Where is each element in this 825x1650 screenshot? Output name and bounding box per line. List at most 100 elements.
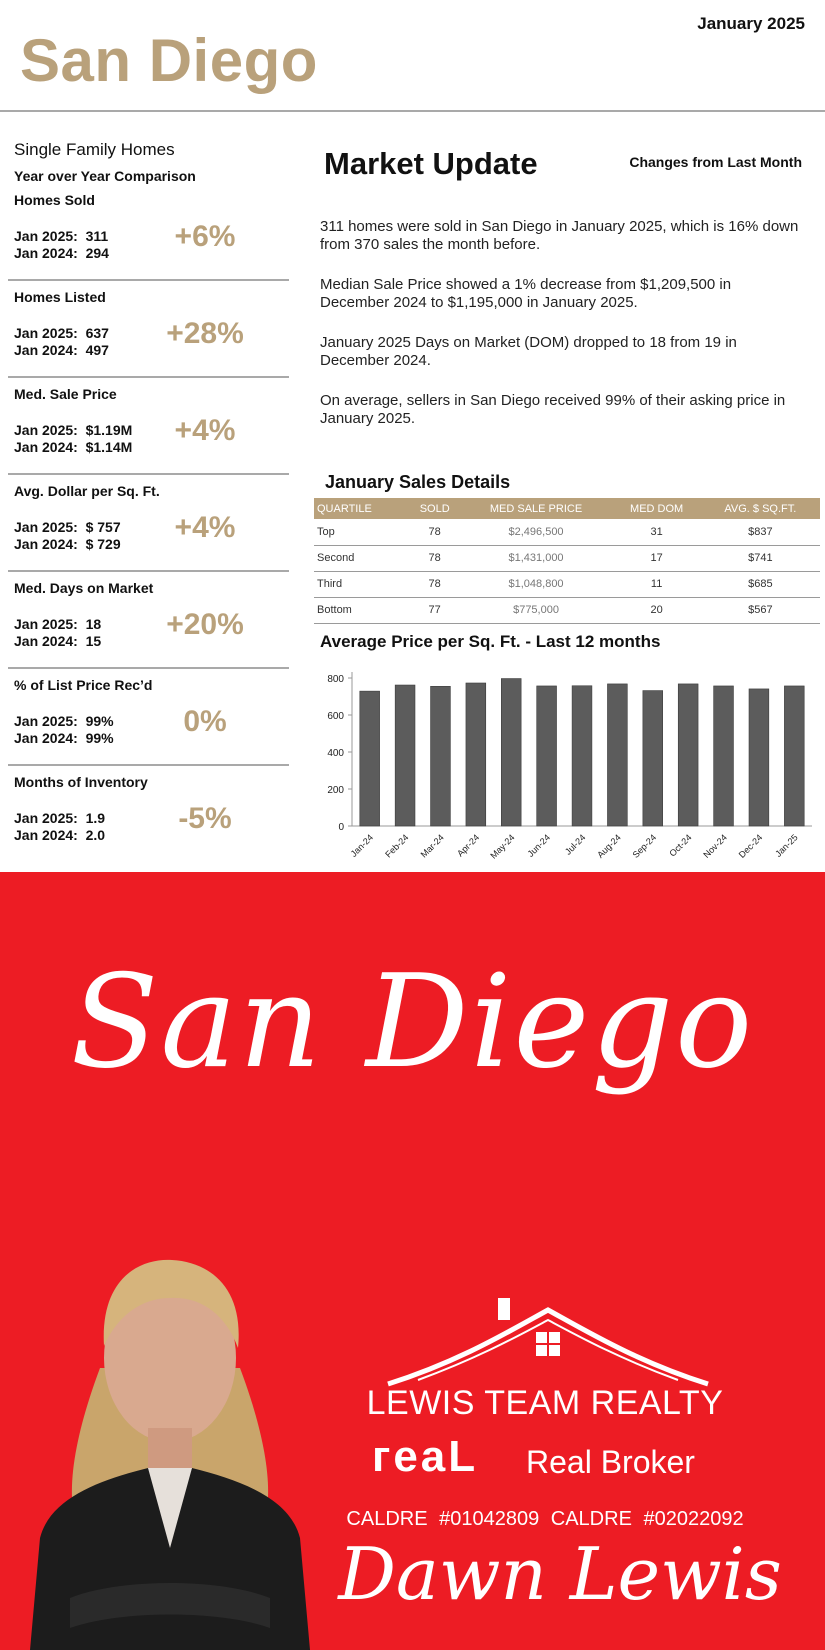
chart-bar [677,683,699,827]
market-paragraph: January 2025 Days on Market (DOM) droppe… [320,334,737,369]
chart-bar [536,685,557,827]
metric-change: +20% [166,608,244,641]
metric-current: Jan 2025: $1.19M [14,422,133,438]
table-header-row: QUARTILE SOLD MED SALE PRICE MED DOM AVG… [314,498,820,519]
table-cell: 20 [612,597,701,624]
market-paragraph: 311 homes were sold in San Diego in Janu… [320,218,799,253]
metric-current: Jan 2025: 1.9 [14,810,106,826]
x-tick-label: Feb-24 [383,832,410,859]
price-per-sqft-chart: 0 200 400 600 800 Jan-24 Feb-24 Mar-24 Apr-24 May… [327,672,812,861]
chart-bar [713,685,734,827]
metric-previous: Jan 2024: 99% [14,730,114,746]
changes-label: Changes from Last Month [629,154,802,170]
metric-homes-listed: Homes Listed Jan 2025: 637 Jan 2024: 497… [8,281,289,378]
metric-current: Jan 2025: 637 [14,325,109,341]
agent-signature: Dawn Lewis [338,1532,782,1616]
metric-previous: Jan 2024: 2.0 [14,827,106,843]
x-tick-label: Jan-24 [349,832,376,859]
metric-change: 0% [183,705,227,738]
table-cell: Bottom [314,597,410,624]
metric-label: Homes Listed [14,289,106,305]
x-tick-label: Apr-24 [455,832,481,858]
table-cell: 17 [612,545,701,572]
sales-details-table: QUARTILE SOLD MED SALE PRICE MED DOM AVG… [314,498,820,624]
metric-change: +4% [174,414,236,447]
metric-change: -5% [178,802,232,835]
metric-med-days-on-market: Med. Days on Market Jan 2025: 18 Jan 202… [8,572,289,669]
metric-avg-dollar-sqft: Avg. Dollar per Sq. Ft. Jan 2025: $ 757 … [8,475,289,572]
x-tick-label: Dec-24 [737,832,765,860]
metric-change: +4% [174,511,236,544]
market-paragraph: Median Sale Price showed a 1% decrease f… [320,276,732,311]
brokerage-name: LEWIS TEAM REALTY [366,1384,724,1422]
table-cell: $837 [700,519,820,546]
chart-bar [571,685,593,827]
market-paragraph: On average, sellers in San Diego receive… [320,392,786,427]
agent-promo-banner: San Diego LEWIS TEAM REALTY гeaL Real Br… [0,872,825,1650]
chart-bar [748,688,770,827]
x-tick-label: Mar-24 [419,832,446,859]
comparison-subheading: Year over Year Comparison [14,168,196,184]
metric-med-sale-price: Med. Sale Price Jan 2025: $1.19M Jan 202… [8,378,289,475]
table-cell: $775,000 [459,597,613,624]
chart-bar [394,684,416,827]
real-broker-logo: гeaL [372,1432,479,1481]
metric-current: Jan 2025: $ 757 [14,519,121,535]
chart-bar [465,682,487,827]
table-cell: Third [314,571,410,598]
table-cell: 78 [409,519,460,546]
metric-previous: Jan 2024: $ 729 [14,536,121,552]
y-tick-label: 800 [327,674,344,685]
metric-previous: Jan 2024: 294 [14,245,109,261]
table-row: Third 78 $1,048,800 11 $685 [314,571,820,598]
chart-bar [607,683,628,827]
metric-label: Months of Inventory [14,774,148,790]
column-header: SOLD [409,498,460,519]
chart-bar [430,686,451,827]
market-report: January 2025 San Diego Single Family Hom… [0,14,825,861]
city-title: San Diego [20,27,318,94]
metric-current: Jan 2025: 311 [14,228,109,244]
table-cell: 77 [409,597,460,624]
x-tick-label: Oct-24 [667,832,693,858]
table-cell: $1,048,800 [459,571,613,598]
metric-current: Jan 2025: 99% [14,713,114,729]
x-tick-label: Jun-24 [525,832,552,859]
table-cell: 78 [409,545,460,572]
x-tick-label: Jul-24 [563,832,587,856]
metric-change: +6% [174,220,236,253]
table-cell: 11 [612,571,701,598]
yoy-comparison-panel: Single Family Homes Year over Year Compa… [8,140,289,856]
column-header: AVG. $ SQ.FT. [700,498,820,519]
metric-label: Homes Sold [14,192,95,208]
license-numbers: CALDRE #01042809 CALDRE #02022092 [346,1508,744,1530]
agent-portrait [30,1259,310,1650]
metric-current: Jan 2025: 18 [14,616,102,632]
table-cell: $1,431,000 [459,545,613,572]
metric-label: Avg. Dollar per Sq. Ft. [14,483,160,499]
market-update-title: Market Update [324,146,538,181]
metric-previous: Jan 2024: 497 [14,342,109,358]
metric-previous: Jan 2024: 15 [14,633,102,649]
table-row: Top 78 $2,496,500 31 $837 [314,519,820,546]
chart-bar [642,690,663,827]
x-tick-label: Sep-24 [631,832,659,860]
table-row: Second 78 $1,431,000 17 $741 [314,545,820,572]
x-tick-label: Nov-24 [701,832,729,860]
column-header: MED DOM [612,498,701,519]
y-tick-label: 200 [327,785,344,796]
table-cell: $685 [700,571,820,598]
table-cell: 31 [612,519,701,546]
metric-label: % of List Price Rec’d [14,677,153,693]
table-cell: $2,496,500 [459,519,613,546]
chart-bar [359,690,380,827]
city-script-title: San Diego [70,948,755,1097]
report-date: January 2025 [697,14,805,33]
metric-label: Med. Sale Price [14,386,117,402]
metric-change: +28% [166,317,244,350]
title-divider [0,110,825,112]
broker-label: Real Broker [526,1444,695,1480]
x-tick-label: May-24 [488,832,516,860]
column-header: MED SALE PRICE [459,498,613,519]
metric-months-of-inventory: Months of Inventory Jan 2025: 1.9 Jan 20… [8,766,289,856]
